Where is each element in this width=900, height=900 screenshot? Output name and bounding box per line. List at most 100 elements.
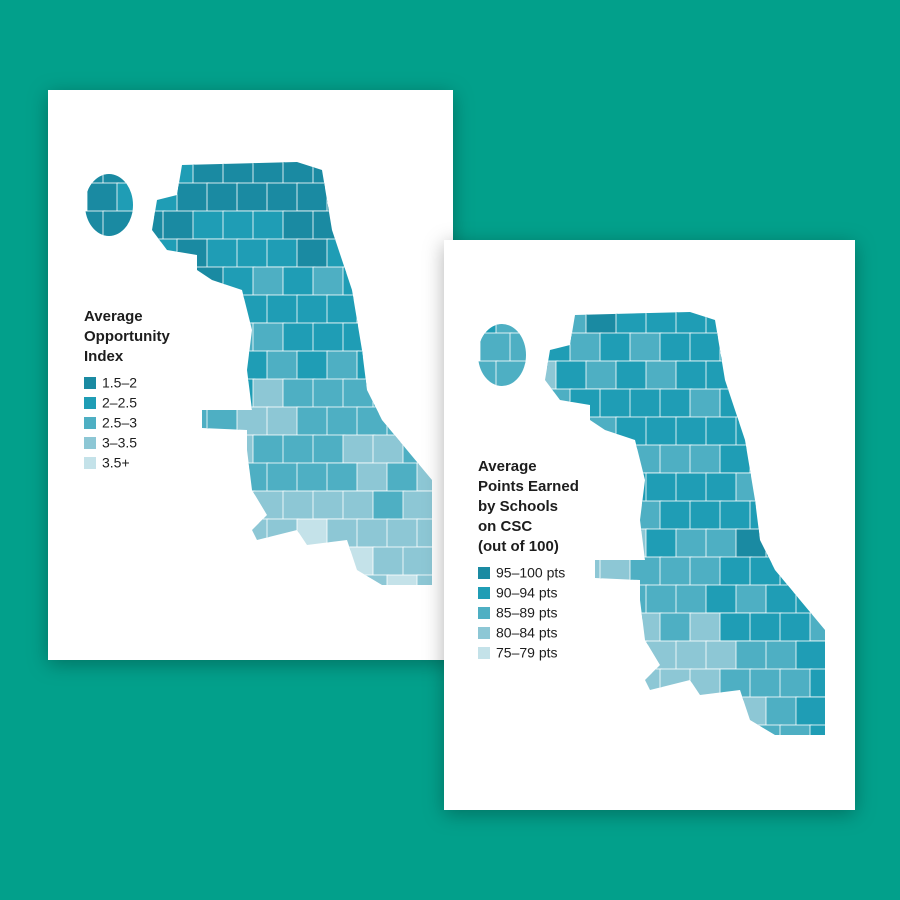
district bbox=[599, 388, 633, 421]
district bbox=[795, 696, 825, 727]
district bbox=[386, 574, 420, 585]
legend-label: 75–79 pts bbox=[496, 645, 558, 661]
district bbox=[312, 490, 346, 520]
legend-swatch bbox=[84, 417, 96, 429]
district bbox=[236, 182, 270, 212]
district bbox=[282, 378, 316, 410]
district bbox=[252, 266, 286, 297]
legend-title: Average bbox=[478, 458, 537, 475]
legend-title: (out of 100) bbox=[478, 538, 559, 555]
district bbox=[689, 612, 723, 645]
district bbox=[222, 210, 256, 245]
district bbox=[719, 612, 753, 642]
legend-title: Average bbox=[84, 308, 143, 325]
district bbox=[192, 210, 226, 240]
legend-swatch bbox=[478, 647, 490, 659]
legend-label: 3–3.5 bbox=[102, 435, 137, 451]
legends: Average Opportunity Index 1.5–2 2–2.5 2.5–3 3–… bbox=[84, 308, 579, 661]
district bbox=[809, 668, 825, 698]
legend-label: 80–84 pts bbox=[496, 625, 558, 641]
district bbox=[252, 322, 286, 354]
district bbox=[282, 490, 316, 521]
district bbox=[342, 490, 376, 524]
district bbox=[705, 640, 739, 670]
district bbox=[719, 500, 753, 534]
district bbox=[282, 434, 316, 465]
legend-title: Opportunity bbox=[84, 328, 170, 345]
legend-title: on CSC bbox=[478, 518, 532, 535]
district bbox=[162, 210, 196, 243]
district bbox=[645, 472, 679, 504]
district bbox=[252, 378, 286, 411]
district bbox=[206, 238, 240, 271]
district bbox=[689, 388, 723, 422]
district bbox=[705, 416, 739, 447]
district bbox=[416, 518, 432, 548]
district bbox=[266, 294, 300, 327]
district bbox=[326, 350, 360, 384]
district bbox=[342, 434, 376, 464]
district bbox=[735, 584, 769, 614]
district bbox=[312, 434, 346, 464]
legend-swatch bbox=[478, 607, 490, 619]
legend-title: Index bbox=[84, 348, 124, 365]
district bbox=[569, 332, 603, 363]
legend-swatch bbox=[478, 587, 490, 599]
legend-label: 2.5–3 bbox=[102, 415, 137, 431]
district bbox=[765, 640, 799, 673]
district bbox=[266, 238, 300, 268]
legend-title: Points Earned bbox=[478, 478, 579, 495]
district bbox=[356, 518, 390, 551]
district bbox=[675, 528, 709, 560]
legend-label: 1.5–2 bbox=[102, 375, 137, 391]
legend-label: 85–89 pts bbox=[496, 605, 558, 621]
district bbox=[645, 528, 679, 561]
legend-swatch bbox=[84, 457, 96, 469]
district bbox=[326, 406, 360, 441]
legend-swatch bbox=[478, 627, 490, 639]
district bbox=[675, 640, 709, 671]
district bbox=[372, 490, 406, 523]
district bbox=[585, 360, 619, 390]
district bbox=[749, 668, 783, 701]
district bbox=[659, 388, 693, 418]
legend-label: 2–2.5 bbox=[102, 395, 137, 411]
district bbox=[659, 556, 693, 588]
legend-label: 3.5+ bbox=[102, 455, 130, 471]
district bbox=[765, 696, 799, 730]
district bbox=[659, 444, 693, 477]
legend-label: 95–100 pts bbox=[496, 565, 565, 581]
district bbox=[629, 332, 663, 362]
legend-swatch bbox=[84, 397, 96, 409]
district bbox=[296, 238, 330, 272]
district bbox=[266, 406, 300, 438]
legend-swatch bbox=[84, 437, 96, 449]
district bbox=[282, 322, 316, 357]
district bbox=[236, 238, 270, 271]
district bbox=[296, 462, 330, 495]
district bbox=[705, 584, 739, 614]
district bbox=[779, 724, 813, 735]
district bbox=[86, 182, 120, 216]
district bbox=[779, 668, 813, 701]
district bbox=[675, 416, 709, 450]
legend-swatch bbox=[84, 377, 96, 389]
district bbox=[735, 640, 769, 674]
district bbox=[312, 266, 346, 297]
district bbox=[629, 388, 663, 421]
district bbox=[296, 182, 330, 212]
district bbox=[282, 266, 316, 300]
district bbox=[326, 462, 360, 492]
district bbox=[372, 546, 406, 580]
district bbox=[675, 472, 709, 507]
district bbox=[356, 462, 390, 492]
district bbox=[689, 332, 723, 362]
legend-title: by Schools bbox=[478, 498, 558, 515]
district bbox=[176, 182, 210, 213]
district bbox=[416, 574, 432, 585]
district bbox=[719, 556, 753, 591]
district bbox=[689, 556, 723, 591]
district bbox=[479, 332, 513, 366]
